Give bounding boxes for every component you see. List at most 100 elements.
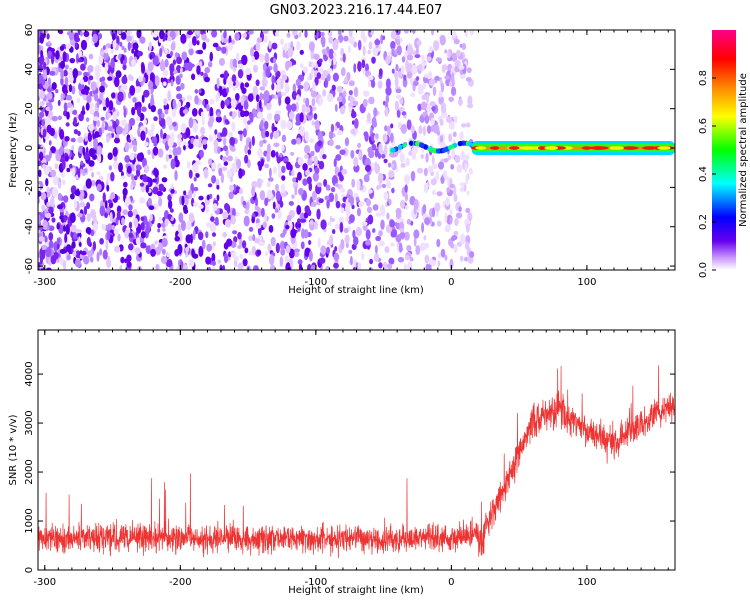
spectrogram-cell: [108, 100, 114, 111]
spectrogram-cell: [381, 153, 386, 159]
spectrogram-cell: [76, 97, 80, 104]
spectrogram-cell: [107, 223, 113, 231]
spectrogram-cell: [365, 229, 371, 240]
spectrogram-cell: [352, 229, 356, 239]
spectrogram-cell: [304, 154, 309, 159]
spectrogram-cell: [102, 45, 106, 50]
spectrogram-cell: [198, 88, 202, 94]
spectrogram-cell: [399, 97, 404, 105]
spectrogram-cell: [299, 112, 304, 123]
spectrogram-cell: [271, 75, 276, 85]
spectrogram-cell: [112, 121, 117, 130]
spectrogram-cell: [245, 67, 252, 76]
spectrogram-cell: [131, 48, 135, 54]
spectrogram-cell: [367, 214, 374, 225]
spectrogram-cell: [356, 179, 361, 191]
spectrogram-cell: [65, 43, 71, 50]
spectrogram-cell: [308, 182, 313, 192]
spectrogram-cell: [449, 216, 453, 225]
spectrogram-cell: [198, 195, 204, 201]
spectrogram-cell: [273, 63, 278, 74]
colorbar-tick-label: 0.0: [698, 262, 709, 278]
spectrogram-cell: [333, 262, 339, 269]
spectrogram-cell: [304, 30, 308, 39]
spectrogram-cell: [166, 252, 171, 258]
spectrogram-cell: [113, 137, 120, 144]
spectrogram-cell: [147, 129, 154, 138]
spectrogram-cell: [353, 63, 357, 73]
spectrogram-cell: [314, 30, 319, 39]
spectrogram-cell: [218, 167, 223, 177]
spectrogram-cell: [236, 52, 240, 62]
spectrogram-cell: [465, 173, 469, 185]
spectrogram-cell: [123, 108, 127, 118]
spectrogram-cell: [341, 96, 346, 105]
spectrogram-cell: [417, 103, 422, 112]
spectrogram-cell: [426, 264, 432, 270]
spectrogram-cell: [154, 240, 158, 245]
spectrogram-cell: [298, 31, 302, 38]
spectrogram-cell: [83, 71, 89, 77]
spectrogram-cell: [413, 229, 420, 239]
spectrogram-cell: [151, 30, 157, 37]
spectrogram-cell: [291, 194, 295, 199]
spectrogram-cell: [314, 120, 320, 131]
spectrogram-cell: [130, 133, 134, 141]
spectrogram-cell: [385, 178, 390, 189]
spectrogram-cell: [241, 54, 248, 66]
spectrogram-cell: [174, 249, 180, 257]
spectrogram-cell: [135, 237, 141, 245]
spectrogram-cell: [116, 111, 120, 117]
spectrogram-cell: [63, 224, 66, 232]
spectrogram-cell: [39, 33, 45, 44]
spectrogram-cell: [160, 128, 163, 139]
spectrogram-cell: [145, 223, 151, 234]
spectrogram-cell: [232, 58, 237, 68]
spectrogram-cell: [340, 47, 345, 57]
spectrogram-cell: [385, 86, 392, 96]
spectrogram-cell: [350, 149, 355, 159]
spectrogram-cell: [130, 59, 137, 68]
spectrogram-cell: [240, 110, 246, 118]
spectrogram-cell: [387, 125, 391, 136]
spectrogram-cell: [126, 261, 132, 268]
spectrogram-cell: [220, 100, 225, 110]
spectrogram-cell: [437, 252, 442, 260]
spectrogram-cell: [48, 140, 52, 146]
spectrogram-cell: [38, 44, 41, 55]
spectrogram-cell: [150, 105, 157, 113]
spectrogram-cell: [404, 174, 410, 185]
spectrogram-cell: [412, 80, 419, 86]
spectrogram-cell: [165, 154, 170, 162]
spectrogram-cell: [194, 95, 199, 105]
spectrogram-cell: [314, 167, 320, 174]
spectrogram-cell: [87, 65, 94, 73]
spectrogram-cell: [445, 176, 450, 182]
spectrogram-cell: [263, 35, 268, 43]
spectrogram-cell: [396, 41, 401, 46]
spectrogram-cell: [107, 76, 113, 81]
spectrogram-cell: [99, 248, 103, 256]
spectrogram-cell: [349, 35, 355, 45]
spectrogram-cell: [447, 154, 452, 161]
spectrogram-cell: [336, 85, 343, 93]
spectrogram-cell: [61, 84, 68, 94]
spectrogram-cell: [302, 178, 308, 186]
spectrogram-cell: [431, 106, 436, 112]
spectrogram-cell: [185, 251, 189, 258]
spectrogram-cell: [162, 81, 167, 87]
spectrogram-cell: [391, 68, 395, 74]
spectrogram-cell: [303, 212, 309, 219]
spectrogram-cell: [268, 40, 272, 50]
spectrogram-cell: [153, 167, 158, 175]
spectrogram-cell: [204, 67, 211, 74]
spectrogram-cell: [154, 75, 160, 87]
spectrogram-cell: [430, 117, 435, 126]
spectrogram-cell: [265, 130, 270, 138]
spectrogram-cell: [75, 53, 79, 64]
spectrogram-cell: [110, 57, 115, 69]
spectrogram-cell: [296, 40, 301, 51]
spectrogram-cell: [128, 143, 133, 149]
spectrogram-cell: [333, 252, 340, 262]
spectrogram-cell: [251, 245, 257, 256]
